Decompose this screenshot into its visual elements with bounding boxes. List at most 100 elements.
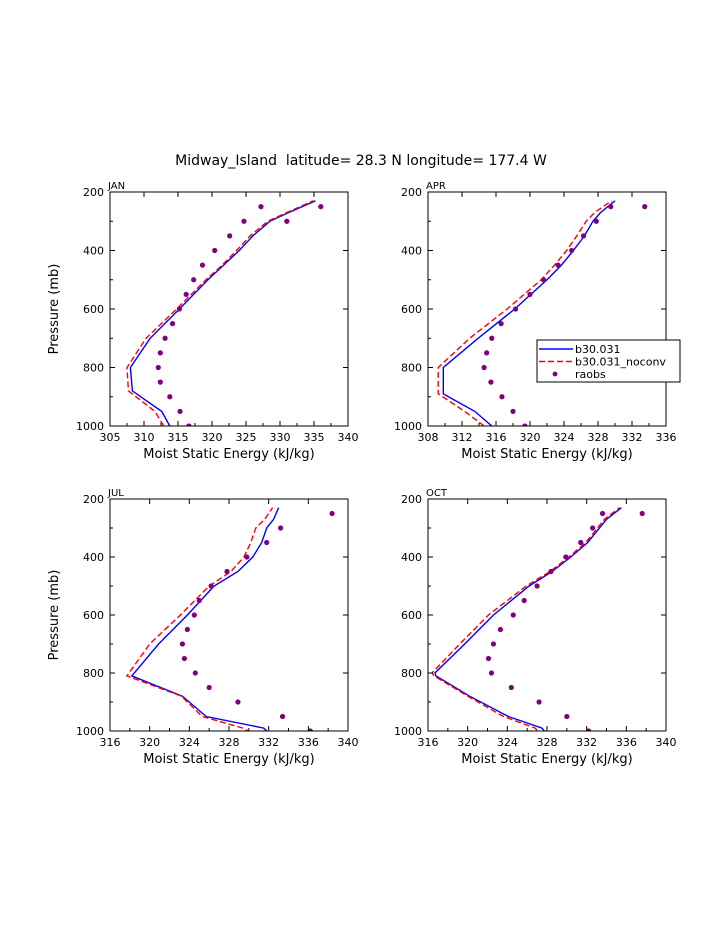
raobs-point (258, 204, 264, 210)
panel-oct: 316 320 324 328 332 336 340 200 400 600 800 1000 OCT… (394, 488, 677, 767)
x-tick-label: 325 (236, 431, 257, 444)
y-tick-label: 1000 (76, 725, 104, 738)
raobs-point (490, 641, 497, 647)
raobs-point (563, 554, 569, 560)
x-tick-label: 340 (338, 736, 359, 749)
raobs-point (485, 655, 492, 662)
x-tick-label: 320 (139, 736, 160, 749)
raobs-point (206, 684, 212, 691)
legend-label: b30.031_noconv (575, 356, 666, 369)
legend-label: raobs (575, 368, 606, 381)
x-tick-label: 316 (418, 736, 439, 749)
raobs-point (224, 568, 230, 575)
x-tick-label: 320 (457, 736, 478, 749)
raobs-point (169, 321, 176, 327)
y-tick-label: 800 (83, 362, 104, 375)
raobs-point (329, 510, 335, 517)
raobs-point (192, 670, 198, 676)
series-line-b30-031-noconv (125, 507, 274, 731)
raobs-point (227, 233, 233, 239)
x-tick-label: 330 (270, 431, 291, 444)
plot-area (126, 200, 324, 426)
raobs-point (199, 262, 206, 268)
raobs-point (235, 699, 241, 705)
y-tick-label: 400 (401, 551, 422, 564)
raobs-point (548, 568, 554, 575)
raobs-point (177, 408, 183, 414)
raobs-point (512, 306, 519, 312)
x-axis-label: Moist Static Energy (kJ/kg) (143, 447, 314, 462)
plot-area (431, 507, 645, 731)
x-axis-label: Moist Static Energy (kJ/kg) (461, 752, 632, 767)
x-tick-label: 328 (219, 736, 240, 749)
x-tick-label: 336 (298, 736, 319, 749)
raobs-point (564, 713, 570, 720)
raobs-point (508, 684, 514, 691)
raobs-point (593, 218, 599, 224)
raobs-point (208, 583, 214, 589)
raobs-point (179, 641, 185, 647)
series-line-b30-031 (434, 507, 622, 731)
x-tick-label: 316 (100, 736, 121, 749)
raobs-point (497, 626, 503, 633)
panel-jul: 316 320 324 328 332 336 340 200 400 600 800 1000 JUL… (47, 488, 359, 767)
raobs-point (155, 364, 161, 371)
y-tick-label: 200 (83, 493, 104, 506)
y-tick-label: 200 (83, 186, 104, 199)
raobs-point (499, 394, 505, 400)
y-tick-label: 400 (401, 245, 422, 258)
y-tick-label: 800 (401, 667, 422, 680)
raobs-point (279, 713, 286, 720)
y-axis-label: Pressure (mb) (47, 570, 62, 661)
plot-area (437, 200, 648, 426)
raobs-point (244, 554, 250, 560)
raobs-point (318, 204, 324, 210)
panel-apr: 308 312 316 320 324 328 332 336 200 400 600 800 1000… (394, 181, 677, 462)
raobs-point (167, 394, 173, 400)
raobs-point (264, 539, 270, 546)
raobs-point (642, 204, 648, 210)
y-tick-label: 600 (401, 609, 422, 622)
y-tick-label: 600 (83, 609, 104, 622)
x-tick-label: 340 (338, 431, 359, 444)
panel-title: JAN (107, 181, 125, 192)
panel-title: JUL (107, 488, 124, 499)
figure-title: Midway_Island latitude= 28.3 N longitude… (175, 153, 547, 169)
x-axis-label: Moist Static Energy (kJ/kg) (143, 752, 314, 767)
raobs-point (184, 626, 190, 633)
y-tick-label: 200 (401, 186, 422, 199)
raobs-point (157, 350, 163, 356)
x-tick-label: 320 (202, 431, 223, 444)
y-tick-label: 800 (83, 667, 104, 680)
raobs-point (183, 291, 189, 297)
x-tick-label: 324 (179, 736, 200, 749)
x-tick-label: 332 (258, 736, 279, 749)
x-tick-label: 312 (452, 431, 473, 444)
x-tick-label: 315 (168, 431, 189, 444)
raobs-point (522, 423, 528, 426)
x-tick-label: 328 (588, 431, 609, 444)
y-tick-label: 400 (83, 245, 104, 258)
raobs-point (608, 204, 614, 210)
raobs-point (569, 247, 575, 254)
x-axis-label: Moist Static Energy (kJ/kg) (461, 447, 632, 462)
y-axis-label: Pressure (mb) (47, 264, 62, 355)
raobs-point (157, 379, 163, 385)
raobs-point (578, 539, 584, 546)
raobs-point (555, 262, 561, 268)
raobs-point (488, 670, 495, 676)
x-tick-label: 335 (304, 431, 325, 444)
x-tick-label: 308 (418, 431, 439, 444)
raobs-point (481, 364, 487, 371)
x-tick-label: 324 (554, 431, 575, 444)
panel-title: OCT (426, 488, 448, 499)
raobs-point (498, 321, 504, 327)
raobs-point (510, 612, 516, 618)
raobs-point (307, 728, 313, 731)
x-tick-label: 324 (497, 736, 518, 749)
x-tick-label: 332 (622, 431, 643, 444)
raobs-point (162, 335, 168, 341)
series-line-b30-031 (442, 200, 616, 426)
series-line-b30-031 (129, 200, 316, 426)
